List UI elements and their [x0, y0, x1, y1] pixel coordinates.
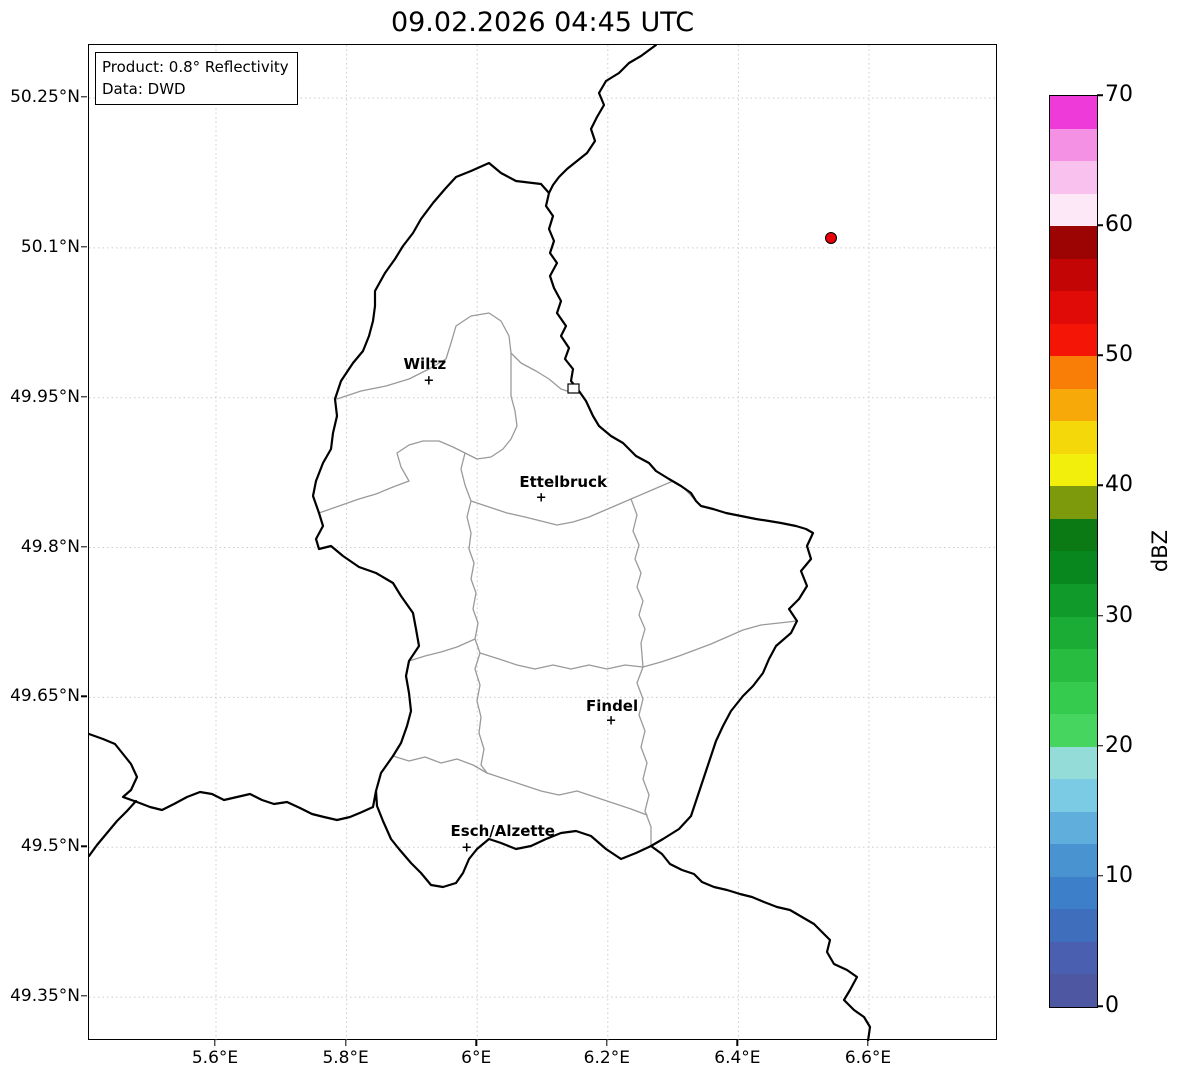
city-marker-icon: + — [605, 713, 617, 729]
y-axis-tick-label: 49.35°N — [10, 986, 80, 1007]
y-axis-tick-label: 49.65°N — [10, 686, 80, 707]
y-axis-tick-label: 49.8°N — [20, 536, 80, 557]
colorbar-tick-label: 10 — [1105, 862, 1133, 888]
colorbar-tick-label: 50 — [1105, 342, 1133, 368]
x-axis-tick-label: 5.6°E — [191, 1048, 239, 1068]
colorbar-segment — [1050, 161, 1097, 194]
colorbar-segment — [1050, 486, 1097, 519]
colorbar-segment — [1050, 356, 1097, 389]
district-borders — [318, 312, 798, 847]
colorbar-segment — [1050, 876, 1097, 910]
colorbar-segment — [1050, 518, 1097, 552]
colorbar-segment — [1050, 193, 1097, 227]
colorbar-segment — [1050, 909, 1097, 942]
x-axis-tick-mark — [867, 1040, 869, 1046]
info-box-source: Data: DWD — [102, 80, 186, 98]
colorbar-segment — [1050, 811, 1097, 845]
colorbar-segment — [1050, 941, 1097, 975]
x-axis-tick-label: 6°E — [461, 1048, 492, 1068]
city-label: Wiltz — [403, 354, 447, 373]
grid-lines — [89, 45, 998, 1041]
colorbar-tick-label: 20 — [1105, 732, 1133, 758]
colorbar-segment — [1050, 844, 1097, 877]
country-borders — [89, 45, 872, 1041]
colorbar-segment — [1050, 551, 1097, 584]
info-box: Product: 0.8° Reflectivity Data: DWD — [95, 52, 298, 105]
colorbar-segment — [1050, 96, 1097, 129]
y-axis-tick-mark — [81, 395, 87, 398]
map-svg — [89, 45, 998, 1041]
colorbar — [1049, 95, 1098, 1008]
x-axis-tick-label: 5.8°E — [322, 1048, 369, 1068]
colorbar-segment — [1050, 453, 1097, 487]
colorbar-segment — [1050, 128, 1097, 162]
colorbar-unit-label: dBZ — [1148, 529, 1172, 573]
colorbar-segment — [1050, 291, 1097, 324]
colorbar-segment — [1050, 649, 1097, 682]
colorbar-segment — [1050, 974, 1097, 1007]
y-axis-tick-label: 49.95°N — [10, 386, 80, 407]
info-box-product: Product: 0.8° Reflectivity — [102, 58, 289, 76]
colorbar-segment — [1050, 616, 1097, 650]
x-axis-tick-mark — [606, 1040, 608, 1046]
colorbar-segment — [1050, 258, 1097, 292]
colorbar-tick-mark — [1097, 614, 1103, 617]
city-marker-icon: + — [461, 840, 473, 856]
luxembourg-border — [311, 161, 815, 889]
city-label: Esch/Alzette — [450, 822, 555, 841]
colorbar-tick-label: 0 — [1105, 993, 1119, 1018]
colorbar-tick-mark — [1097, 484, 1103, 487]
colorbar-segment — [1050, 714, 1097, 747]
colorbar-tick-mark — [1097, 354, 1103, 357]
colorbar-tick-label: 40 — [1105, 472, 1133, 498]
plot-title: 09.02.2026 04:45 UTC — [390, 7, 695, 38]
colorbar-tick-label: 70 — [1105, 82, 1133, 107]
radar-site-marker — [825, 231, 838, 244]
y-axis-tick-mark — [81, 96, 87, 98]
x-axis-tick-mark — [214, 1040, 216, 1046]
colorbar-segment — [1050, 779, 1097, 812]
y-axis-tick-label: 50.25°N — [10, 87, 80, 107]
city-label: Findel — [586, 697, 639, 716]
colorbar-segment — [1050, 226, 1097, 259]
y-axis-tick-label: 49.5°N — [20, 836, 80, 857]
southeast-border — [649, 844, 872, 1041]
colorbar-segment — [1050, 583, 1097, 617]
colorbar-segment — [1050, 421, 1097, 454]
southwest-border — [89, 732, 378, 822]
southwest-border-branch — [89, 799, 138, 858]
y-axis-tick-mark — [81, 545, 87, 548]
x-axis-tick-label: 6.2°E — [583, 1048, 630, 1068]
colorbar-tick-mark — [1097, 875, 1103, 877]
colorbar-tick-mark — [1097, 744, 1103, 747]
city-marker-icon: + — [535, 490, 547, 506]
border-detail-rect — [567, 383, 580, 394]
map-plot-area: Product: 0.8° Reflectivity Data: DWD + Wi… — [88, 44, 998, 1041]
colorbar-segment — [1050, 323, 1097, 357]
y-axis-tick-mark — [81, 845, 87, 847]
x-axis-tick-mark — [344, 1040, 347, 1046]
colorbar-segment — [1050, 388, 1097, 422]
city-label: Ettelbruck — [519, 472, 607, 491]
colorbar-tick-label: 60 — [1105, 212, 1133, 238]
y-axis-tick-label: 50.1°N — [20, 236, 80, 257]
colorbar-tick-mark — [1097, 224, 1103, 226]
city-marker-icon: + — [423, 373, 435, 389]
colorbar-segment — [1050, 746, 1097, 780]
x-axis-tick-label: 6.6°E — [844, 1048, 892, 1068]
x-axis-tick-mark — [736, 1040, 739, 1046]
y-axis-tick-mark — [81, 695, 87, 698]
colorbar-tick-mark — [1097, 94, 1103, 96]
x-axis-tick-label: 6.4°E — [714, 1048, 761, 1068]
colorbar-tick-mark — [1097, 1005, 1103, 1007]
colorbar-segment — [1050, 681, 1097, 715]
colorbar-tick-label: 30 — [1105, 602, 1133, 628]
north-border — [547, 45, 658, 195]
x-axis-tick-mark — [475, 1040, 477, 1046]
y-axis-tick-mark — [81, 246, 87, 248]
y-axis-tick-mark — [81, 995, 87, 997]
